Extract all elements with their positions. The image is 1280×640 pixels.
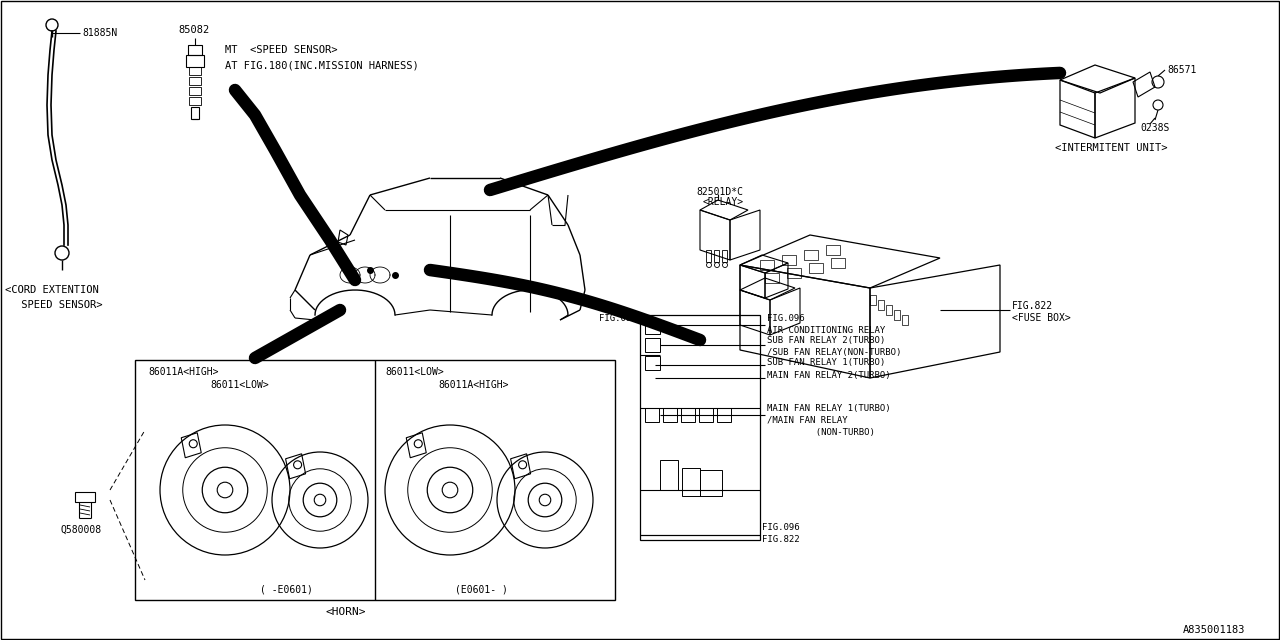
Text: (E0601- ): (E0601- ) (454, 585, 508, 595)
Bar (663, 408, 677, 422)
Bar (722, 250, 727, 262)
Bar (700, 470, 722, 496)
Bar (886, 305, 892, 315)
Text: 85082: 85082 (178, 25, 209, 35)
Bar (188, 45, 202, 55)
Bar (804, 250, 818, 260)
Bar (76, 492, 95, 502)
Bar (645, 338, 660, 352)
Bar (189, 77, 201, 85)
Text: <INTERMITENT UNIT>: <INTERMITENT UNIT> (1055, 143, 1167, 153)
Text: (NON-TURBO): (NON-TURBO) (805, 428, 874, 436)
Text: <RELAY>: <RELAY> (703, 197, 744, 207)
Bar (760, 260, 774, 270)
Text: FIG.822: FIG.822 (762, 536, 800, 545)
Text: <HORN>: <HORN> (325, 607, 366, 617)
Bar (809, 263, 823, 273)
Bar (699, 408, 713, 422)
Text: MAIN FAN RELAY 2(TURBO): MAIN FAN RELAY 2(TURBO) (767, 371, 891, 380)
Bar (660, 460, 678, 490)
Text: 86011A<HIGH>: 86011A<HIGH> (148, 367, 219, 377)
Text: ( -E0601): ( -E0601) (260, 585, 312, 595)
Bar (714, 250, 719, 262)
Bar (826, 245, 840, 255)
Text: 86011A<HIGH>: 86011A<HIGH> (438, 380, 508, 390)
Bar (717, 408, 731, 422)
Bar (682, 468, 700, 496)
Bar (645, 408, 659, 422)
Text: AIR CONDITIONING RELAY: AIR CONDITIONING RELAY (767, 326, 886, 335)
Bar (645, 320, 660, 334)
Text: /MAIN FAN RELAY: /MAIN FAN RELAY (767, 415, 847, 424)
Bar (189, 97, 201, 105)
Text: FIG.096: FIG.096 (767, 314, 805, 323)
Bar (831, 258, 845, 268)
Text: AT FIG.180(INC.MISSION HARNESS): AT FIG.180(INC.MISSION HARNESS) (225, 60, 419, 70)
Text: FIG.096: FIG.096 (762, 524, 800, 532)
Bar (134, 360, 614, 600)
Text: Q580008: Q580008 (60, 525, 101, 535)
Bar (902, 315, 908, 325)
Bar (893, 310, 900, 320)
Bar (681, 408, 695, 422)
Text: 81885N: 81885N (82, 28, 118, 38)
Text: 0238S: 0238S (1140, 123, 1170, 133)
Bar (189, 87, 201, 95)
Bar (870, 295, 876, 305)
Bar (189, 67, 201, 75)
Text: 86011<LOW>: 86011<LOW> (210, 380, 269, 390)
Text: MT  <SPEED SENSOR>: MT <SPEED SENSOR> (225, 45, 338, 55)
Text: SPEED SENSOR>: SPEED SENSOR> (15, 300, 102, 310)
Bar (707, 250, 710, 262)
Bar (191, 107, 198, 119)
Bar (640, 315, 760, 540)
Text: 86011<LOW>: 86011<LOW> (385, 367, 444, 377)
Bar (765, 273, 780, 283)
Bar (787, 268, 801, 278)
Text: MAIN FAN RELAY 1(TURBO): MAIN FAN RELAY 1(TURBO) (767, 403, 891, 413)
Text: FIG.822: FIG.822 (1012, 301, 1053, 311)
Bar (878, 300, 884, 310)
Text: FIG.096: FIG.096 (599, 314, 637, 323)
Text: A835001183: A835001183 (1183, 625, 1245, 635)
Text: SUB FAN RELAY 2(TURBO): SUB FAN RELAY 2(TURBO) (767, 335, 886, 344)
Bar (186, 55, 204, 67)
Text: 82501D*C: 82501D*C (696, 187, 742, 197)
Text: <FUSE BOX>: <FUSE BOX> (1012, 313, 1071, 323)
Bar (645, 356, 660, 370)
Text: /SUB FAN RELAY(NON-TURBO): /SUB FAN RELAY(NON-TURBO) (767, 348, 901, 356)
Text: 86571: 86571 (1167, 65, 1197, 75)
Bar (782, 255, 796, 265)
Text: SUB FAN RELAY 1(TURBO): SUB FAN RELAY 1(TURBO) (767, 358, 886, 367)
Text: <CORD EXTENTION: <CORD EXTENTION (5, 285, 99, 295)
